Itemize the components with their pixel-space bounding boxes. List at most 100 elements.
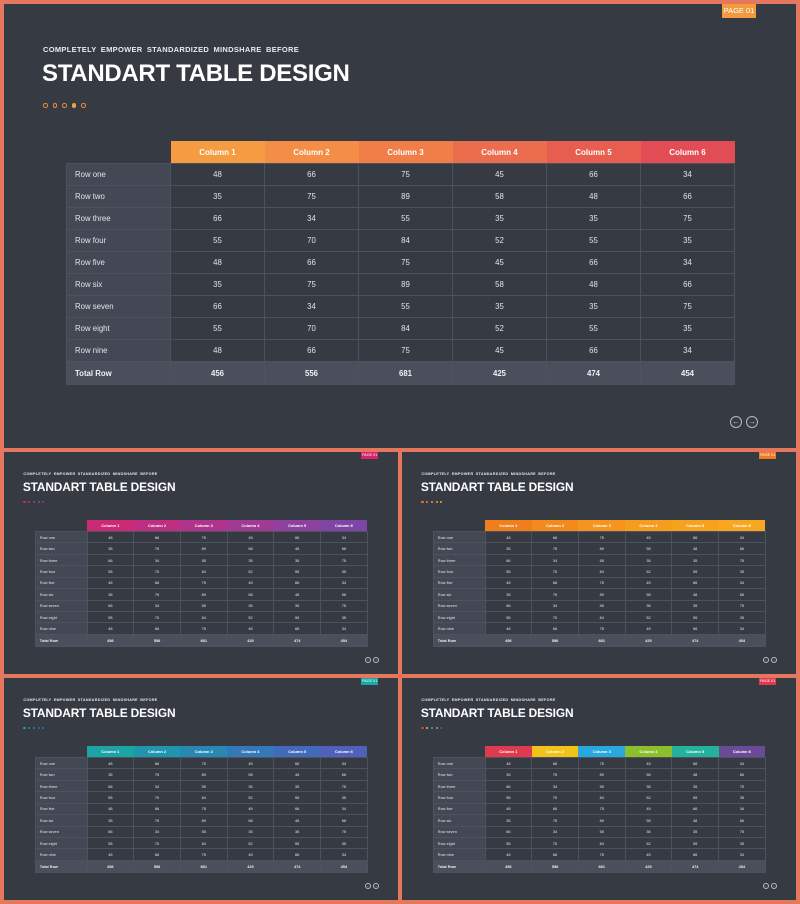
total-cell: 456 <box>86 633 135 647</box>
table-cell: 75 <box>577 530 626 544</box>
table-cell: 70 <box>531 836 579 850</box>
row-label: Row one <box>432 756 486 770</box>
table-cell: 52 <box>452 229 547 252</box>
table-cell: 66 <box>671 622 720 635</box>
table-cell: 75 <box>531 542 579 555</box>
table-cell: 66 <box>531 756 579 770</box>
slide-subtitle: COMPLETELY EMPOWER STANDARDIZED MINDSHAR… <box>421 472 556 477</box>
row-label: Row two <box>34 542 88 555</box>
table-cell: 55 <box>86 836 135 850</box>
data-table: Column 1 Column 2 Column 3 Column 4 Column 5… <box>34 520 368 647</box>
total-cell: 556 <box>133 859 181 873</box>
table-cell: 52 <box>624 791 673 804</box>
table-cell: 48 <box>170 339 265 362</box>
prev-button[interactable]: ← <box>365 882 372 889</box>
table-cell: 35 <box>671 553 720 567</box>
total-row: Total Row 456 556 681 425 474 454 <box>432 633 766 647</box>
table-cell: 66 <box>264 339 359 362</box>
slide-title: STANDART TABLE DESIGN <box>22 705 176 720</box>
table-cell: 75 <box>640 207 735 230</box>
table-cell: 75 <box>718 553 766 567</box>
arrow-right-icon: → <box>772 656 777 662</box>
table-cell: 45 <box>624 576 673 590</box>
next-button[interactable]: → <box>771 656 778 663</box>
table-cell: 48 <box>546 273 641 296</box>
column-header: Column 2 <box>133 746 181 758</box>
prev-button[interactable]: ← <box>763 882 770 889</box>
column-header: Column 2 <box>531 746 579 758</box>
row-label: Row two <box>432 542 486 555</box>
table-cell: 75 <box>640 295 735 318</box>
table-cell: 45 <box>452 339 547 362</box>
table-cell: 48 <box>484 530 533 544</box>
column-header: Column 6 <box>718 746 766 758</box>
table-cell: 66 <box>273 848 322 861</box>
table-cell: 55 <box>484 791 533 804</box>
decorative-dots <box>421 727 443 730</box>
table-cell: 45 <box>624 802 673 816</box>
column-header: Column 3 <box>358 141 453 164</box>
column-header: Column 1 <box>170 141 265 164</box>
row-label: Row nine <box>432 622 486 635</box>
total-row-label: Total Row <box>66 361 171 385</box>
page-badge: PAGE 01 <box>361 452 379 459</box>
row-label: Row one <box>432 530 486 544</box>
row-label: Row seven <box>432 599 486 612</box>
prev-button[interactable]: ← <box>730 416 742 428</box>
dot-icon <box>43 103 48 108</box>
table-row: Row five 48 66 75 45 66 34 <box>34 802 368 816</box>
data-table: Column 1 Column 2 Column 3 Column 4 Column 5… <box>432 746 766 873</box>
table-cell: 48 <box>273 814 322 827</box>
next-button[interactable]: → <box>746 416 758 428</box>
total-cell: 681 <box>179 633 228 647</box>
total-cell: 454 <box>718 633 766 647</box>
table-cell: 34 <box>718 756 766 770</box>
table-cell: 34 <box>133 553 181 567</box>
slide-thumbnail-magenta[interactable]: PAGE 01 COMPLETELY EMPOWER STANDARDIZED M… <box>4 452 398 674</box>
table-cell: 75 <box>179 756 228 770</box>
table-cell: 45 <box>624 848 673 861</box>
table-cell: 34 <box>133 825 181 838</box>
table-cell: 48 <box>86 530 135 544</box>
table-cell: 66 <box>484 779 533 793</box>
slide-subtitle: COMPLETELY EMPOWER STANDARDIZED MINDSHAR… <box>23 472 158 477</box>
table-cell: 84 <box>358 229 453 252</box>
table-cell: 35 <box>484 768 533 781</box>
table-row: Row eight 55 70 84 52 55 35 <box>34 836 368 850</box>
slide-thumbnail-rainbow[interactable]: PAGE 01 COMPLETELY EMPOWER STANDARDIZED M… <box>402 678 796 900</box>
slide-navigation: ← → <box>763 882 778 889</box>
table-cell: 35 <box>273 825 322 838</box>
table-cell: 89 <box>577 542 626 555</box>
total-cell: 454 <box>640 361 735 385</box>
row-label: Row five <box>432 802 486 816</box>
table-row: Row five 48 66 75 45 66 34 <box>34 576 368 590</box>
table-cell: 35 <box>718 791 766 804</box>
column-header: Column 4 <box>227 520 274 532</box>
dot-icon <box>37 727 40 730</box>
slide-thumbnail-teal[interactable]: PAGE 01 COMPLETELY EMPOWER STANDARDIZED M… <box>4 678 398 900</box>
table-cell: 55 <box>273 836 322 850</box>
next-button[interactable]: → <box>373 882 380 889</box>
decorative-dots <box>23 501 45 504</box>
table-cell: 35 <box>226 779 275 793</box>
table-cell: 34 <box>320 530 368 544</box>
prev-button[interactable]: ← <box>365 656 372 663</box>
table-row: Row seven 66 34 55 35 35 75 <box>34 825 368 838</box>
table-cell: 75 <box>264 185 359 208</box>
next-button[interactable]: → <box>771 882 778 889</box>
column-header: Column 4 <box>452 141 547 164</box>
table-cell: 35 <box>226 553 275 567</box>
table-cell: 75 <box>264 273 359 296</box>
total-row: Total Row 456 556 681 425 474 454 <box>432 859 766 873</box>
table-row: Row four 55 70 84 52 55 35 <box>34 565 368 578</box>
prev-button[interactable]: ← <box>763 656 770 663</box>
total-row: Total Row 456 556 681 425 474 454 <box>34 633 368 647</box>
table-row: Row five 48 66 75 45 66 34 <box>432 802 766 816</box>
table-row: Row six 35 75 89 58 48 66 <box>34 588 368 601</box>
table-cell: 89 <box>179 542 228 555</box>
next-button[interactable]: → <box>373 656 380 663</box>
row-label: Row nine <box>34 622 88 635</box>
slide-thumbnail-orange[interactable]: PAGE 01 COMPLETELY EMPOWER STANDARDIZED M… <box>402 452 796 674</box>
table-cell: 34 <box>640 163 735 186</box>
table-row: Row one 48 66 75 45 66 34 <box>34 530 368 544</box>
